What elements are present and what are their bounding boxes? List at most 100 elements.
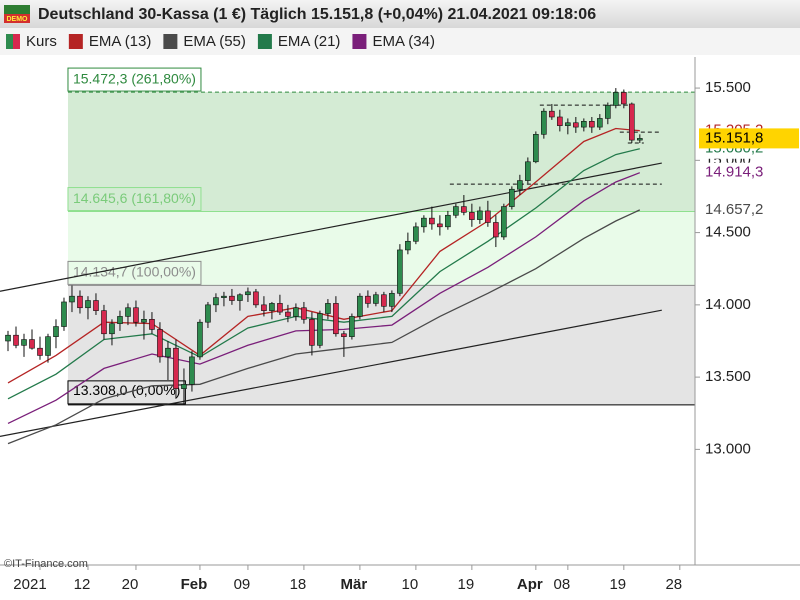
candle-body <box>21 339 27 346</box>
candle-body <box>341 333 347 337</box>
legend: Kurs EMA (13) EMA (55) EMA (21) EMA (34) <box>6 33 435 50</box>
legend-swatch <box>13 34 20 49</box>
x-tick-label: 18 <box>290 576 307 593</box>
candle-body <box>397 249 403 294</box>
candle-body <box>149 319 155 330</box>
candle-body <box>93 300 99 311</box>
x-tick-label: Feb <box>181 576 208 593</box>
fib-label: 14.645,6 (161,80%) <box>73 190 196 206</box>
x-tick-label: 12 <box>74 576 91 593</box>
candle-body <box>509 188 515 207</box>
legend-label: Kurs <box>26 33 57 50</box>
candle-body <box>133 307 139 323</box>
candle-body <box>85 300 91 309</box>
candle-body <box>501 206 507 238</box>
x-tick-label: 19 <box>458 576 475 593</box>
legend-bar <box>0 28 800 55</box>
candle-body <box>469 212 475 220</box>
footer: ©IT-Finance.com <box>4 558 88 570</box>
candle-body <box>13 334 19 346</box>
price-badge: 14.657,2 <box>705 201 763 218</box>
candle-body <box>333 303 339 335</box>
candle-body <box>221 295 227 298</box>
candle-body <box>5 334 11 342</box>
x-tick-label: 10 <box>402 576 419 593</box>
fib-label: 15.472,3 (261,80%) <box>73 70 196 86</box>
candle-body <box>597 118 603 128</box>
x-tick-label: 2021 <box>13 576 46 593</box>
legend-swatch <box>68 34 83 49</box>
candle-body <box>621 92 627 105</box>
candle-body <box>581 121 587 128</box>
candle-body <box>589 121 595 128</box>
candle-body <box>565 122 571 126</box>
plot: 15.472,3 (261,80%) 14.645,6 (161,80%) 14.1… <box>0 67 695 445</box>
candle-body <box>613 92 619 106</box>
x-tick-label: 09 <box>234 576 251 593</box>
legend-swatch <box>352 34 367 49</box>
legend-label: EMA (13) <box>89 33 152 50</box>
y-tick-label: 15.500 <box>705 79 751 96</box>
y-tick-label: 14.500 <box>705 224 751 241</box>
candle-body <box>517 180 523 190</box>
candle-body <box>173 347 179 389</box>
legend-swatch <box>6 34 13 49</box>
price-badge-box <box>699 162 799 183</box>
candle-body <box>317 313 323 346</box>
candle-body <box>189 356 195 385</box>
candle-body <box>381 294 387 307</box>
candle-body <box>229 295 235 301</box>
candle-body <box>493 222 499 238</box>
header-bar <box>0 0 800 28</box>
candle-body <box>557 116 563 126</box>
x-tick-label: 28 <box>665 576 682 593</box>
y-tick-label: 13.500 <box>705 368 751 385</box>
candle-body <box>485 210 491 223</box>
badge: DEMO <box>7 16 29 23</box>
candle-body <box>629 103 635 141</box>
candle-body <box>389 292 395 307</box>
candle-body <box>253 291 259 306</box>
price-badge: 14.914,3 <box>705 164 763 181</box>
price-badge: 15.151,8 <box>705 129 763 146</box>
candle-body <box>365 295 371 304</box>
candle-body <box>605 105 611 119</box>
candle-body <box>69 295 75 303</box>
ema-line <box>7 172 641 424</box>
ema-line <box>7 148 640 400</box>
fib-label-box <box>67 67 202 92</box>
candle-body <box>309 319 315 346</box>
candle-body <box>197 321 203 358</box>
candle-body <box>357 295 363 317</box>
candle-body <box>413 226 419 242</box>
candle-body <box>445 214 451 228</box>
candle-body <box>549 110 555 118</box>
candle-body <box>437 223 443 228</box>
candle-body <box>237 294 243 301</box>
price-badge-box <box>699 199 799 220</box>
legend-swatch <box>257 34 272 49</box>
fib-label-box <box>67 260 202 285</box>
candle-body <box>141 319 147 323</box>
y-tick-label: 13.000 <box>705 440 751 457</box>
x-tick-label: Apr <box>517 576 543 593</box>
candle-body <box>77 295 83 309</box>
candle-body <box>181 384 187 389</box>
candle-body <box>325 303 331 314</box>
candle-body <box>269 303 275 311</box>
candle-body <box>117 316 123 324</box>
y-tick-label: 14.000 <box>705 296 751 313</box>
candle-body <box>373 294 379 304</box>
fib-zone <box>67 211 695 286</box>
candle-body <box>349 316 355 337</box>
candle-body <box>37 347 43 356</box>
candle-body <box>293 307 299 317</box>
candle-body <box>277 303 283 313</box>
trendline <box>0 309 662 437</box>
title: Deutschland 30-Kassa (1 €) Täglich 15.15… <box>38 6 596 23</box>
candle-body <box>29 339 35 349</box>
candle-body <box>301 307 307 320</box>
x-tick-label: Mär <box>341 576 368 593</box>
